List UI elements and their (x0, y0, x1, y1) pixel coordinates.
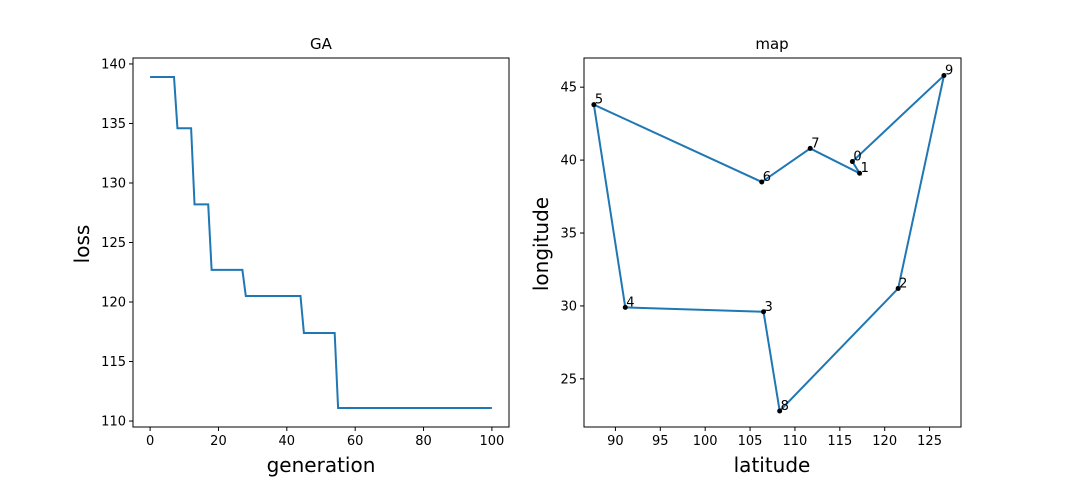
map-y-tick-label: 30 (560, 299, 577, 314)
map-city-point (761, 309, 767, 315)
ga-y-tick-label: 135 (101, 117, 126, 132)
ga-y-tick-label: 110 (101, 415, 126, 430)
map-city-label: 9 (945, 64, 953, 79)
map-series: 01 2 3 4 5 6 7 8 9 (591, 64, 953, 414)
ga-title: GA (310, 35, 333, 53)
map-x-tick-label: 125 (917, 434, 942, 449)
ga-plot-frame (132, 57, 510, 428)
ga-x-tick-label: 20 (210, 434, 227, 449)
map-city-label: 4 (626, 295, 634, 310)
ga-y-tick-label: 125 (101, 236, 126, 251)
map-y-tick-label: 35 (560, 227, 577, 242)
map-city-point (849, 159, 855, 165)
map-city-point (807, 145, 813, 151)
map-city-label: 5 (595, 93, 603, 108)
map-city-point (857, 170, 863, 176)
map-x-axis-label: latitude (734, 453, 811, 477)
map-x-tick-label: 105 (738, 434, 763, 449)
map-city-point (759, 179, 765, 185)
ga-y-tick-label: 130 (101, 176, 126, 191)
map-y-axis-label: longitude (529, 197, 553, 291)
map-city-label: 7 (811, 136, 819, 151)
map-city-point (777, 408, 783, 414)
map-x-tick-label: 90 (607, 434, 624, 449)
map-city-label: 2 (899, 276, 907, 291)
map-x-tick-label: 115 (827, 434, 852, 449)
map-city-label: 0 (853, 150, 861, 165)
ga-series (150, 76, 492, 409)
map-city-point (591, 102, 597, 108)
map-x-tick-label: 95 (652, 434, 669, 449)
map-city-point (941, 73, 947, 79)
map-y-tick-label: 40 (560, 154, 577, 169)
map-city-point (895, 285, 901, 291)
ga-x-tick-label: 0 (146, 434, 154, 449)
ga-x-tick-label: 80 (415, 434, 432, 449)
map-y-tick-label: 25 (560, 372, 577, 387)
ga-axes: 0 20 40 60 80 100 110 115 120 125 130 135 140 (101, 57, 504, 449)
ga-y-tick-label: 140 (101, 57, 126, 72)
map-title: map (755, 35, 788, 53)
map-plot-frame (583, 57, 962, 428)
map-x-tick-label: 120 (872, 434, 897, 449)
ga-x-tick-label: 40 (279, 434, 296, 449)
map-y-tick-label: 45 (560, 81, 577, 96)
ga-y-tick-label: 115 (101, 355, 126, 370)
map-city-label: 1 (861, 161, 869, 176)
map-x-tick-label: 100 (693, 434, 718, 449)
map-x-tick-label: 110 (783, 434, 808, 449)
map-city-label: 3 (765, 300, 773, 315)
ga-loss-line (150, 76, 492, 409)
ga-y-axis-label: loss (70, 225, 94, 264)
map-city-point (622, 304, 628, 310)
ga-y-tick-label: 120 (101, 296, 126, 311)
ga-x-tick-label: 100 (479, 434, 504, 449)
map-city-label: 6 (763, 170, 771, 185)
ga-x-axis-label: generation (267, 453, 376, 477)
ga-chart: GA generation loss 0 20 40 60 80 100 110 115 120… (70, 35, 510, 477)
ga-x-tick-label: 60 (347, 434, 364, 449)
map-chart: map latitude longitude 90 95 100 105 110 115 1… (529, 35, 962, 477)
map-city-label: 8 (781, 399, 789, 414)
